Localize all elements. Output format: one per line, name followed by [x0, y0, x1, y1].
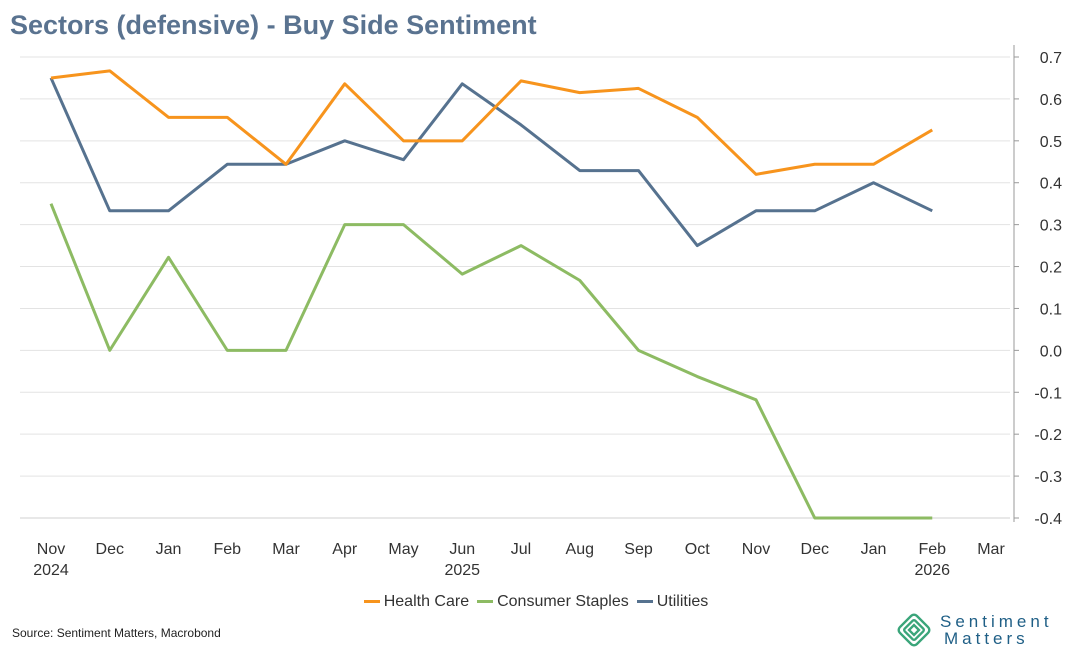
- y-tick-label: -0.4: [1034, 511, 1062, 528]
- y-tick-label: 0.1: [1040, 301, 1062, 318]
- x-tick-label: Oct: [685, 541, 710, 558]
- y-tick-label: 0.0: [1040, 343, 1062, 360]
- x-tick-label: Apr: [332, 541, 358, 558]
- legend-swatch: [363, 600, 380, 603]
- x-tick-label: Jun: [449, 541, 475, 558]
- series-line-consumer-staples: [49, 203, 933, 520]
- x-tick-label: May: [388, 541, 418, 558]
- x-tick-label: Nov: [37, 541, 65, 558]
- x-tick-label: Feb: [213, 541, 241, 558]
- y-tick-label: -0.3: [1034, 469, 1062, 486]
- series-line-health-care: [50, 69, 934, 176]
- x-year-label: 2024: [33, 562, 69, 579]
- line-chart: 0.7 0.6 0.5 0.4 0.3 0.2 0.1 0.0 -0.1 -0.2 -0.3 -0.4…: [20, 45, 1062, 579]
- y-tick-label: 0.4: [1040, 176, 1062, 193]
- legend-item: Utilities: [636, 592, 709, 611]
- y-tick-label: 0.3: [1040, 218, 1062, 235]
- x-tick-label: Feb: [918, 541, 946, 558]
- y-tick-label: -0.1: [1034, 385, 1062, 402]
- source-note: Source: Sentiment Matters, Macrobond: [12, 626, 221, 640]
- sentiment-matters-logo: Sentiment Matters: [896, 612, 1053, 648]
- x-tick-label: Aug: [566, 541, 594, 558]
- y-tick-label: 0.7: [1040, 50, 1062, 67]
- x-tick-label: Mar: [977, 541, 1005, 558]
- x-tick-label: Mar: [272, 541, 300, 558]
- x-year-label: 2026: [914, 562, 950, 579]
- legend-item: Health Care: [363, 592, 470, 611]
- y-tick-label: -0.2: [1034, 427, 1062, 444]
- y-tick-label: 0.5: [1040, 134, 1062, 151]
- y-tick-label: 0.2: [1040, 260, 1062, 277]
- series-line-utilities: [49, 77, 933, 248]
- legend-item: Consumer Staples: [477, 593, 629, 611]
- logo-line2: Matters: [944, 629, 1029, 648]
- legend-label: Consumer Staples: [497, 592, 629, 610]
- legend-swatch: [477, 600, 494, 603]
- chart-title: Sectors (defensive) - Buy Side Sentiment: [10, 10, 537, 40]
- legend: Health Care Consumer Staples Utilities: [0, 590, 1072, 611]
- x-tick-label: Jan: [156, 541, 182, 558]
- x-tick-label: Dec: [96, 541, 124, 558]
- x-tick-label: Sep: [624, 541, 653, 558]
- legend-label: Utilities: [656, 592, 709, 610]
- y-tick-label: 0.6: [1040, 92, 1062, 109]
- logo-diamond-icon: [897, 613, 931, 647]
- x-tick-label: Nov: [742, 541, 770, 558]
- x-year-label: 2025: [444, 562, 480, 579]
- x-tick-label: Dec: [801, 541, 829, 558]
- x-tick-label: Jan: [861, 541, 887, 558]
- logo-line1: Sentiment: [940, 612, 1053, 631]
- x-tick-label: Jul: [511, 541, 531, 558]
- legend-label: Health Care: [383, 592, 470, 610]
- legend-swatch: [636, 600, 653, 603]
